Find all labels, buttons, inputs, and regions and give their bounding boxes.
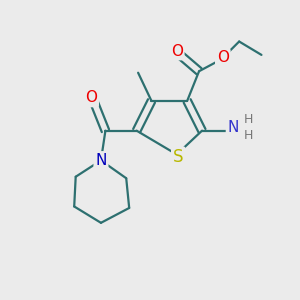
Text: S: S — [173, 148, 184, 166]
Text: H: H — [243, 129, 253, 142]
Text: O: O — [217, 50, 229, 65]
Text: N: N — [95, 153, 106, 168]
Text: N: N — [227, 120, 239, 135]
Text: H: H — [243, 113, 253, 126]
Text: O: O — [171, 44, 183, 59]
Text: O: O — [85, 91, 97, 106]
